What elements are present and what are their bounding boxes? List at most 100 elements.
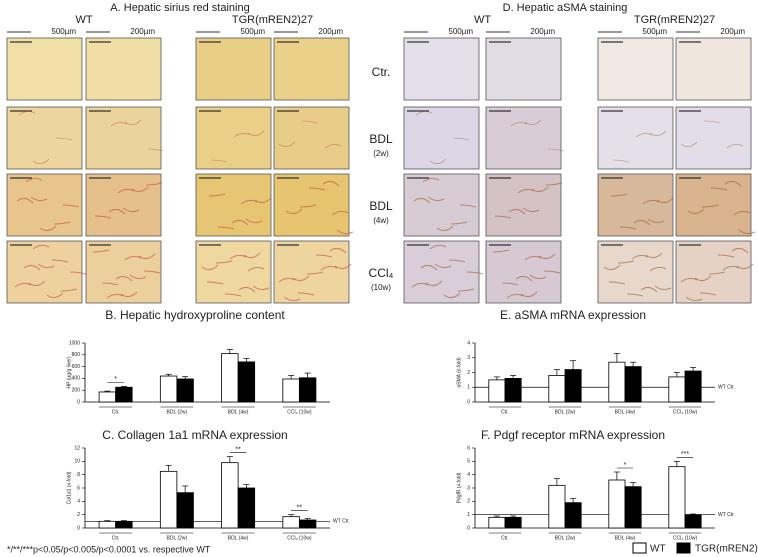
fibrosis-texture <box>129 274 147 280</box>
chart-title: C. Collagen 1a1 mRNA expression <box>102 428 287 442</box>
significance-label: * <box>624 462 627 469</box>
fibrosis-texture <box>224 293 242 297</box>
reference-label: WT Ctr. <box>718 512 735 518</box>
bar <box>504 377 522 403</box>
fibrosis-texture <box>297 292 315 296</box>
fibrosis-texture <box>726 144 744 149</box>
y-tick-label: 200 <box>72 388 81 394</box>
fibrosis-texture <box>710 187 728 191</box>
y-tick-label: 10 <box>74 459 80 465</box>
row-label: (10w) <box>371 283 391 292</box>
y-tick-label: 1 <box>467 385 470 391</box>
scale-label: 500µm <box>448 27 473 36</box>
fibrosis-texture <box>429 158 447 164</box>
micrograph <box>675 37 752 101</box>
y-tick-label: 2 <box>77 512 80 518</box>
fibrosis-texture <box>94 215 112 219</box>
x-tick-label: BDL (4w) <box>615 409 636 415</box>
x-tick-label: CCl₄ (10w) <box>287 409 312 415</box>
fibrosis-texture <box>217 226 235 230</box>
fibrosis-texture <box>425 280 443 287</box>
fibrosis-texture <box>25 177 43 183</box>
fibrosis-texture <box>545 182 563 186</box>
bar <box>608 479 626 529</box>
y-axis-label: aSMA (x-fold) <box>456 357 462 388</box>
fibrosis-texture <box>619 226 637 230</box>
fibrosis-texture <box>106 293 124 299</box>
fibrosis-texture <box>69 271 87 275</box>
fibrosis-texture <box>515 275 533 282</box>
fibrosis-texture <box>427 196 445 202</box>
fibrosis-texture <box>450 221 468 225</box>
fibrosis-texture <box>436 225 454 232</box>
fibrosis-texture <box>147 148 165 152</box>
row-label: BDL <box>369 199 393 213</box>
bar <box>684 514 702 529</box>
fibrosis-texture <box>336 229 354 235</box>
fibrosis-texture <box>32 244 50 250</box>
fibrosis-texture <box>18 111 36 116</box>
x-tick-label: CCl₄ (10w) <box>673 535 698 541</box>
fibrosis-texture <box>649 130 667 136</box>
fibrosis-texture <box>612 159 630 163</box>
bar <box>548 484 566 529</box>
fibrosis-texture <box>124 255 142 261</box>
fibrosis-texture <box>331 210 349 216</box>
fibrosis-texture <box>680 141 698 147</box>
fibrosis-texture <box>247 266 265 272</box>
x-tick-label: BDL (2w) <box>555 409 576 415</box>
fibrosis-texture <box>736 263 754 270</box>
group-label: WT <box>75 14 92 26</box>
fibrosis-texture <box>645 252 663 259</box>
y-tick-label: 8 <box>77 472 80 478</box>
fibrosis-texture <box>245 218 263 224</box>
fibrosis-texture <box>680 277 698 283</box>
fibrosis-texture <box>28 280 46 287</box>
fibrosis-texture <box>60 288 78 292</box>
x-tick-label: Ctr. <box>501 409 509 415</box>
fibrosis-texture <box>240 199 258 205</box>
bar <box>176 492 194 529</box>
fibrosis-texture <box>538 253 556 260</box>
significance-label: ** <box>235 447 241 454</box>
fibrosis-texture <box>233 133 251 138</box>
fibrosis-texture <box>229 254 247 260</box>
y-tick-label: 4 <box>467 472 470 478</box>
fibrosis-texture <box>459 204 477 208</box>
fibrosis-texture <box>92 249 110 253</box>
legend-swatch <box>676 542 691 554</box>
fibrosis-texture <box>708 271 726 275</box>
x-tick-label: BDL (2w) <box>167 409 188 415</box>
fibrosis-texture <box>626 293 644 297</box>
micrograph <box>597 240 674 304</box>
y-tick-label: 0 <box>467 525 470 531</box>
row-label: CCl₄ <box>369 266 394 280</box>
group-label: WT <box>474 14 491 26</box>
footnote: */**/***p<0.05/p<0.005/p<0.0001 vs. resp… <box>7 544 211 554</box>
bar <box>221 462 239 529</box>
bar <box>159 470 178 529</box>
significance-label: ** <box>297 505 303 512</box>
fibrosis-texture <box>110 122 128 127</box>
bar <box>624 486 642 529</box>
row-label: BDL <box>369 132 393 146</box>
fibrosis-texture <box>501 282 519 286</box>
x-tick-label: Ctr. <box>112 535 120 541</box>
micrograph <box>485 106 562 170</box>
micrograph <box>485 37 562 101</box>
fibrosis-texture <box>320 265 338 271</box>
scale-label: 500µm <box>240 27 265 36</box>
micrograph <box>195 106 272 170</box>
y-tick-label: 12 <box>74 445 80 451</box>
micrograph <box>273 106 350 170</box>
y-tick-label: 6 <box>77 485 80 491</box>
micrograph <box>597 37 674 101</box>
fibrosis-texture <box>14 282 32 288</box>
y-tick-label: 400 <box>72 376 81 382</box>
fibrosis-texture <box>37 263 55 269</box>
scale-label: 200µm <box>130 27 155 36</box>
fibrosis-texture <box>138 253 156 260</box>
fibrosis-texture <box>543 270 561 274</box>
